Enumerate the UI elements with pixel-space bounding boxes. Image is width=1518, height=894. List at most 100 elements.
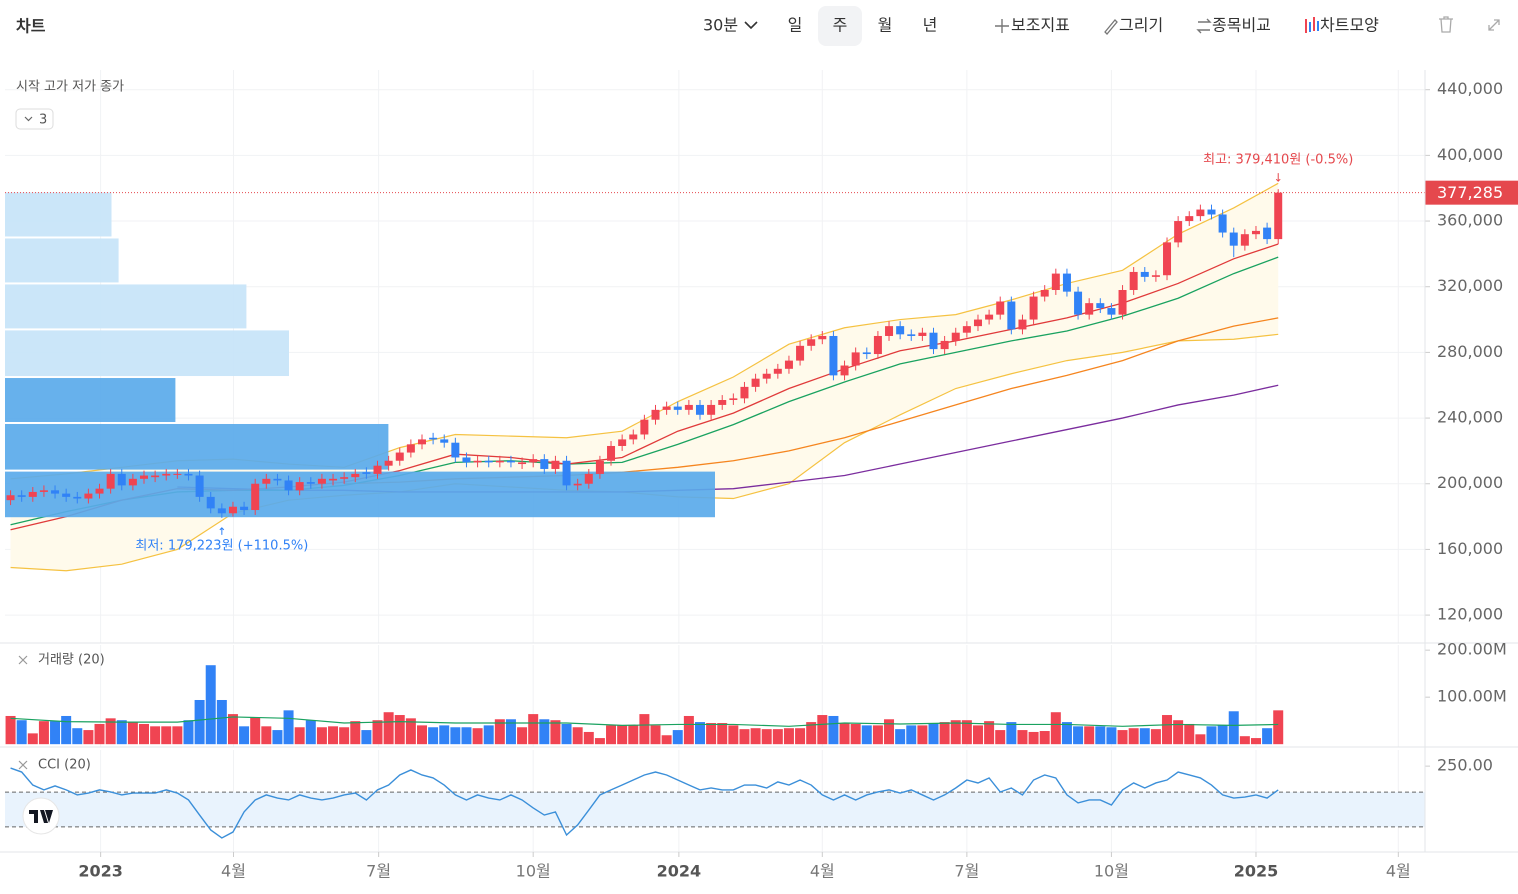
volume-bar bbox=[339, 727, 350, 745]
volume-bar bbox=[728, 725, 739, 745]
volume-bar bbox=[806, 722, 817, 745]
volume-bar bbox=[950, 720, 961, 745]
price-label-box bbox=[1425, 180, 1518, 205]
period-button[interactable]: 주 bbox=[833, 16, 848, 35]
volume-bar bbox=[1050, 712, 1061, 745]
volume-bar bbox=[895, 729, 906, 745]
volume-bar bbox=[405, 718, 416, 745]
candle-body bbox=[384, 460, 393, 466]
cci-line bbox=[10, 767, 1279, 839]
candle-body bbox=[929, 332, 938, 350]
volume-bar bbox=[127, 722, 138, 745]
volume-bar bbox=[1106, 727, 1117, 745]
volume-bar bbox=[884, 719, 895, 745]
volume-bar bbox=[372, 720, 383, 745]
volume-bar bbox=[1028, 731, 1039, 745]
compare-icon[interactable] bbox=[1196, 18, 1212, 34]
candle-body bbox=[351, 473, 360, 478]
candle-body bbox=[562, 460, 571, 486]
tool-button[interactable]: 그리기 bbox=[1119, 16, 1163, 35]
candle-body bbox=[206, 496, 215, 509]
volume-bar bbox=[472, 728, 483, 745]
candle-body bbox=[940, 340, 949, 350]
interval-select[interactable]: 30분 bbox=[703, 16, 738, 35]
expand-icon[interactable] bbox=[1488, 19, 1500, 31]
volume-bar bbox=[650, 725, 661, 745]
candle-body bbox=[662, 406, 671, 410]
volume-bar bbox=[761, 729, 772, 745]
plot-area: 120,000 160,000 200,000 240,000 280,000 320,0… bbox=[0, 70, 1518, 881]
candle-body bbox=[440, 439, 449, 443]
x-tick-label: 10월 bbox=[1094, 862, 1129, 881]
tool-button[interactable]: 보조지표 bbox=[1011, 16, 1070, 35]
candle-body bbox=[17, 495, 26, 497]
y-tick-label: 320,000 bbox=[1437, 276, 1503, 295]
candle-body bbox=[473, 460, 482, 463]
candle-body bbox=[896, 326, 905, 335]
ohlc-legend: 시작 고가 저가 종가 bbox=[16, 80, 124, 95]
candle-body bbox=[1040, 290, 1049, 297]
volume-profile-bar bbox=[5, 192, 112, 237]
volume-bar bbox=[839, 723, 850, 745]
trash-icon[interactable] bbox=[1439, 16, 1453, 33]
tradingview-logo[interactable] bbox=[22, 797, 60, 835]
volume-bar bbox=[817, 715, 828, 745]
candle-body bbox=[39, 490, 48, 492]
volume-bar bbox=[917, 725, 928, 745]
annotation: 최고: 379,410원 (-0.5%) bbox=[1203, 153, 1353, 168]
candle-body bbox=[962, 326, 971, 333]
candle-body bbox=[840, 365, 849, 376]
volume-bar bbox=[872, 725, 883, 745]
candle-body bbox=[484, 460, 493, 463]
volume-bar bbox=[961, 720, 972, 745]
candle-body bbox=[973, 319, 982, 327]
pencil-icon[interactable] bbox=[1104, 19, 1118, 35]
x-tick-label: 4월 bbox=[810, 862, 835, 881]
period-button[interactable]: 년 bbox=[923, 16, 938, 35]
candle-body bbox=[151, 475, 160, 478]
close-icon[interactable] bbox=[18, 760, 28, 770]
volume-bar bbox=[505, 719, 516, 745]
candle-body bbox=[1151, 275, 1160, 277]
close-icon[interactable] bbox=[18, 655, 28, 665]
candle-icon[interactable] bbox=[1305, 17, 1319, 33]
candle-body bbox=[651, 409, 660, 420]
volume-bar bbox=[316, 727, 327, 745]
candle-body bbox=[773, 368, 782, 374]
candle-body bbox=[1163, 242, 1172, 276]
volume-bar bbox=[239, 726, 250, 745]
volume-bar bbox=[227, 714, 238, 745]
candle-body bbox=[918, 332, 927, 336]
volume-bar bbox=[939, 722, 950, 745]
tool-button[interactable]: 종목비교 bbox=[1212, 16, 1271, 35]
volume-bar bbox=[1173, 720, 1184, 745]
candle-body bbox=[629, 434, 638, 440]
volume-bar bbox=[1239, 736, 1250, 745]
volume-bar bbox=[772, 729, 783, 745]
volume-bar bbox=[1217, 725, 1228, 745]
candle-body bbox=[1140, 271, 1149, 277]
candle-body bbox=[540, 459, 549, 469]
candle-body bbox=[139, 475, 148, 479]
volume-bar bbox=[528, 714, 539, 745]
volume-bar bbox=[861, 725, 872, 745]
chevron-icon[interactable] bbox=[744, 21, 758, 30]
tool-button[interactable]: 차트모양 bbox=[1320, 16, 1379, 35]
candle-body bbox=[829, 335, 838, 376]
candle-body bbox=[240, 506, 249, 511]
candle-body bbox=[740, 386, 749, 399]
period-button[interactable]: 월 bbox=[878, 16, 893, 35]
indicator-toggle[interactable] bbox=[15, 108, 54, 130]
candle-body bbox=[1218, 214, 1227, 233]
volume-bar bbox=[1250, 738, 1261, 745]
candle-body bbox=[618, 439, 627, 446]
candle-body bbox=[1274, 192, 1283, 240]
candle-body bbox=[862, 352, 871, 355]
plus-icon[interactable] bbox=[995, 19, 1009, 33]
candle-body bbox=[1096, 303, 1105, 309]
candle-body bbox=[295, 482, 304, 491]
period-button[interactable]: 일 bbox=[788, 16, 803, 35]
volume-bar bbox=[61, 715, 72, 745]
candle-body bbox=[1085, 303, 1094, 315]
y-tick-label: 200.00M bbox=[1437, 640, 1507, 659]
